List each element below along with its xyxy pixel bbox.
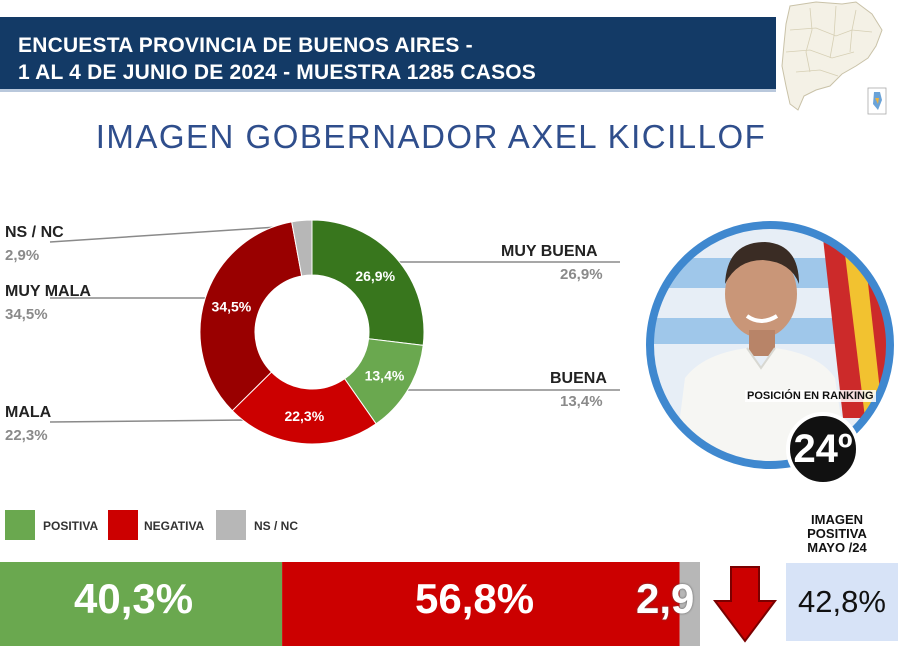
slice-mala [231, 371, 377, 445]
label-mala: MALA [5, 404, 52, 421]
slice-label-mala: 22,3% [284, 408, 324, 424]
legend-label-negativa: NEGATIVA [144, 519, 205, 533]
ranking-label: POSICIÓN EN RANKING [745, 390, 876, 402]
value-muy-mala: 34,5% [5, 306, 48, 323]
slice-muy-buena [311, 219, 425, 346]
label-muy-buena: MUY BUENA [501, 243, 598, 260]
value-mala: 22,3% [5, 427, 48, 444]
value-muy-buena: 26,9% [560, 266, 603, 283]
slice-ns-nc [291, 219, 313, 277]
page-title: IMAGEN GOBERNADOR AXEL KICILLOF [95, 118, 767, 155]
ranking-badge: 24º [786, 412, 860, 486]
slice-label-buena: 13,4% [365, 367, 405, 383]
previous-heading-line-3: MAYO /24 [807, 540, 867, 555]
slice-label-muy-buena: 26,9% [355, 268, 395, 284]
total-bar-positiva [0, 562, 283, 646]
total-negativa-value: 56,8% [415, 575, 535, 622]
legend-swatch-negativa [108, 510, 138, 540]
legend-label-ns-nc: NS / NC [254, 519, 299, 533]
value-ns-nc: 2,9% [5, 247, 40, 264]
label-muy-mala: MUY MALA [5, 283, 91, 300]
governor-photo [646, 221, 894, 469]
legend-swatch-positiva [5, 510, 35, 540]
previous-heading-line-1: IMAGEN [811, 512, 863, 527]
legend-label-positiva: POSITIVA [43, 519, 99, 533]
label-ns-nc: NS / NC [5, 224, 64, 241]
province-map-icon [776, 0, 894, 120]
label-buena: BUENA [550, 370, 607, 387]
total-positiva-value: 40,3% [74, 575, 194, 622]
slice-muy-mala [199, 221, 303, 412]
total-bar-negativa [282, 562, 680, 646]
header-line-1: ENCUESTA PROVINCIA DE BUENOS AIRES - [18, 34, 473, 57]
donut-chart: 26,9% 13,4% 22,3% 34,5% [49, 219, 620, 445]
value-buena: 13,4% [560, 393, 603, 410]
totals-bar [0, 562, 700, 646]
leader-ns-nc [49, 224, 309, 243]
down-arrow-icon [713, 566, 777, 643]
previous-image-heading: IMAGEN POSITIVA MAYO /24 [786, 513, 888, 555]
previous-heading-line-2: POSITIVA [807, 526, 867, 541]
previous-image-value: 42,8% [786, 563, 898, 641]
header-bar: ENCUESTA PROVINCIA DE BUENOS AIRES - 1 A… [0, 17, 790, 92]
legend-swatch-ns-nc [216, 510, 246, 540]
slice-label-muy-mala: 34,5% [212, 299, 252, 315]
header-line-2: 1 AL 4 DE JUNIO DE 2024 - MUESTRA 1285 C… [18, 61, 537, 84]
total-ns-nc-value: 2,9 [636, 575, 695, 622]
total-bar-ns-nc [679, 562, 700, 646]
